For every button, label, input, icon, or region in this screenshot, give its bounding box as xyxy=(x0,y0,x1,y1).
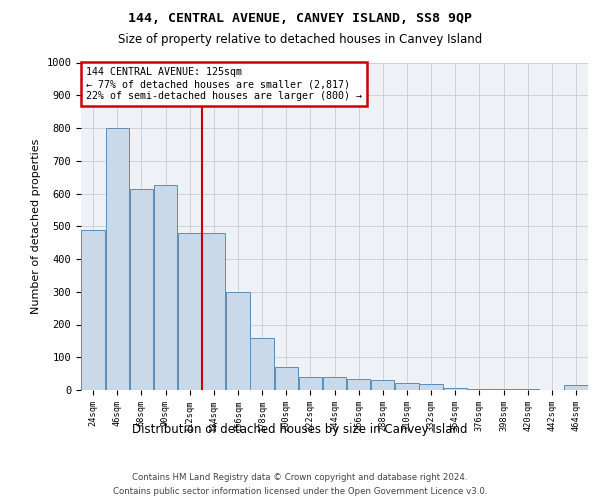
Text: Size of property relative to detached houses in Canvey Island: Size of property relative to detached ho… xyxy=(118,32,482,46)
Text: Contains HM Land Registry data © Crown copyright and database right 2024.: Contains HM Land Registry data © Crown c… xyxy=(132,472,468,482)
Bar xyxy=(130,188,153,390)
Bar xyxy=(323,377,346,390)
Bar xyxy=(419,384,443,390)
Bar xyxy=(106,128,129,390)
Y-axis label: Number of detached properties: Number of detached properties xyxy=(31,138,41,314)
Bar xyxy=(371,380,394,390)
Bar xyxy=(275,367,298,390)
Bar xyxy=(468,388,491,390)
Bar xyxy=(178,233,201,390)
Text: 144 CENTRAL AVENUE: 125sqm
← 77% of detached houses are smaller (2,817)
22% of s: 144 CENTRAL AVENUE: 125sqm ← 77% of deta… xyxy=(86,68,362,100)
Bar xyxy=(347,378,370,390)
Text: Contains public sector information licensed under the Open Government Licence v3: Contains public sector information licen… xyxy=(113,488,487,496)
Bar xyxy=(299,377,322,390)
Bar xyxy=(226,292,250,390)
Text: 144, CENTRAL AVENUE, CANVEY ISLAND, SS8 9QP: 144, CENTRAL AVENUE, CANVEY ISLAND, SS8 … xyxy=(128,12,472,26)
Bar xyxy=(395,384,419,390)
Bar xyxy=(564,386,587,390)
Bar xyxy=(202,233,226,390)
Bar xyxy=(154,186,177,390)
Bar xyxy=(82,230,105,390)
Bar xyxy=(250,338,274,390)
Bar xyxy=(443,388,467,390)
Text: Distribution of detached houses by size in Canvey Island: Distribution of detached houses by size … xyxy=(132,422,468,436)
